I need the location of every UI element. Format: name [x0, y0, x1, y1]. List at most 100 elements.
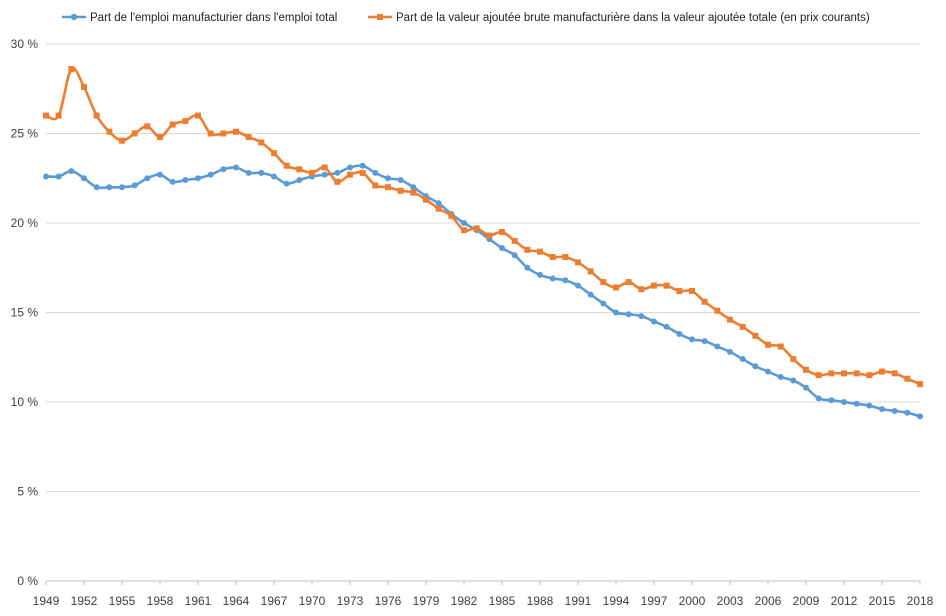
- data-point: [93, 112, 100, 119]
- data-point: [131, 182, 138, 189]
- x-tick-label: 1952: [71, 594, 98, 608]
- data-point: [866, 372, 873, 379]
- data-point: [575, 282, 581, 289]
- data-point: [68, 168, 75, 175]
- data-point: [853, 370, 860, 377]
- data-point: [195, 175, 201, 182]
- x-tick-label: 1985: [489, 594, 516, 608]
- y-axis: 0 % 5 % 10 % 15 % 20 % 25 % 30 %: [11, 37, 39, 588]
- x-tick-label: 1955: [109, 594, 136, 608]
- data-point: [917, 381, 923, 388]
- data-point: [790, 377, 797, 384]
- data-point: [549, 275, 556, 282]
- data-point: [271, 150, 277, 157]
- x-tick-label: 1994: [603, 594, 630, 608]
- data-point: [587, 268, 594, 275]
- data-point: [537, 248, 543, 255]
- data-point: [220, 130, 227, 137]
- data-point: [562, 254, 569, 261]
- data-point: [144, 175, 151, 182]
- data-point: [207, 130, 214, 137]
- data-point: [372, 182, 379, 189]
- legend-label-employment: Part de l'emploi manufacturier dans l'em…: [90, 12, 337, 24]
- data-point: [524, 264, 531, 271]
- data-point: [549, 254, 556, 261]
- data-point: [347, 164, 353, 171]
- x-tick-label: 1991: [565, 594, 592, 608]
- data-point: [182, 117, 189, 124]
- data-point: [55, 112, 62, 119]
- series-line-employment: [45, 164, 921, 418]
- x-tick-label: 1982: [451, 594, 478, 608]
- x-tick-label: 1961: [185, 594, 212, 608]
- data-point: [537, 271, 543, 278]
- legend-marker-value-added: [377, 14, 383, 20]
- x-tick-label: 1970: [299, 594, 326, 608]
- x-tick-label: 1958: [147, 594, 174, 608]
- data-point: [701, 298, 708, 305]
- y-tick-label: 10 %: [11, 395, 39, 409]
- data-point: [321, 164, 328, 171]
- data-point: [119, 184, 125, 191]
- data-point: [43, 112, 49, 119]
- legend-marker-employment: [70, 13, 78, 21]
- data-point: [385, 175, 391, 182]
- data-point: [182, 177, 189, 184]
- data-point: [372, 169, 379, 176]
- y-tick-label: 5 %: [17, 485, 38, 499]
- x-tick-label: 2003: [717, 594, 744, 608]
- y-tick-label: 15 %: [11, 306, 39, 320]
- data-point: [904, 409, 911, 416]
- data-point: [499, 245, 505, 252]
- y-tick-label: 25 %: [11, 127, 39, 141]
- data-point: [245, 169, 252, 176]
- data-point: [233, 128, 239, 135]
- data-point: [93, 184, 100, 191]
- data-point: [562, 277, 569, 284]
- data-point: [486, 232, 493, 239]
- series-line-value-added: [45, 66, 921, 386]
- data-point: [283, 162, 290, 169]
- data-point: [587, 291, 594, 298]
- data-point: [739, 356, 746, 363]
- data-point: [169, 121, 176, 128]
- y-tick-label: 0 %: [17, 574, 38, 588]
- data-point: [347, 171, 353, 178]
- plot-area: [43, 66, 923, 420]
- data-point: [296, 177, 303, 184]
- data-point: [106, 184, 113, 191]
- x-tick-label: 2015: [869, 594, 896, 608]
- data-point: [157, 171, 163, 178]
- data-point: [157, 134, 163, 141]
- x-tick-label: 1997: [641, 594, 668, 608]
- data-point: [777, 373, 784, 380]
- data-point: [106, 128, 113, 135]
- series-employment: [43, 162, 923, 420]
- data-point: [524, 246, 531, 253]
- data-point: [283, 180, 290, 187]
- data-point: [714, 343, 721, 350]
- data-point: [689, 336, 695, 343]
- y-tick-label: 30 %: [11, 37, 39, 51]
- data-point: [435, 205, 442, 212]
- data-point: [271, 173, 277, 180]
- data-point: [777, 343, 784, 350]
- data-point: [904, 375, 911, 382]
- data-point: [245, 134, 252, 141]
- data-point: [828, 397, 835, 404]
- data-point: [397, 177, 404, 184]
- x-tick-label: 2006: [755, 594, 782, 608]
- y-tick-label: 20 %: [11, 216, 39, 230]
- data-point: [663, 323, 670, 330]
- x-tick-label: 1967: [261, 594, 288, 608]
- data-point: [727, 348, 733, 355]
- data-point: [891, 407, 898, 414]
- data-point: [613, 284, 619, 291]
- data-point: [461, 220, 467, 226]
- data-point: [625, 279, 632, 286]
- data-point: [815, 395, 822, 402]
- data-point: [803, 366, 809, 373]
- data-point: [334, 169, 341, 176]
- data-point: [359, 162, 366, 169]
